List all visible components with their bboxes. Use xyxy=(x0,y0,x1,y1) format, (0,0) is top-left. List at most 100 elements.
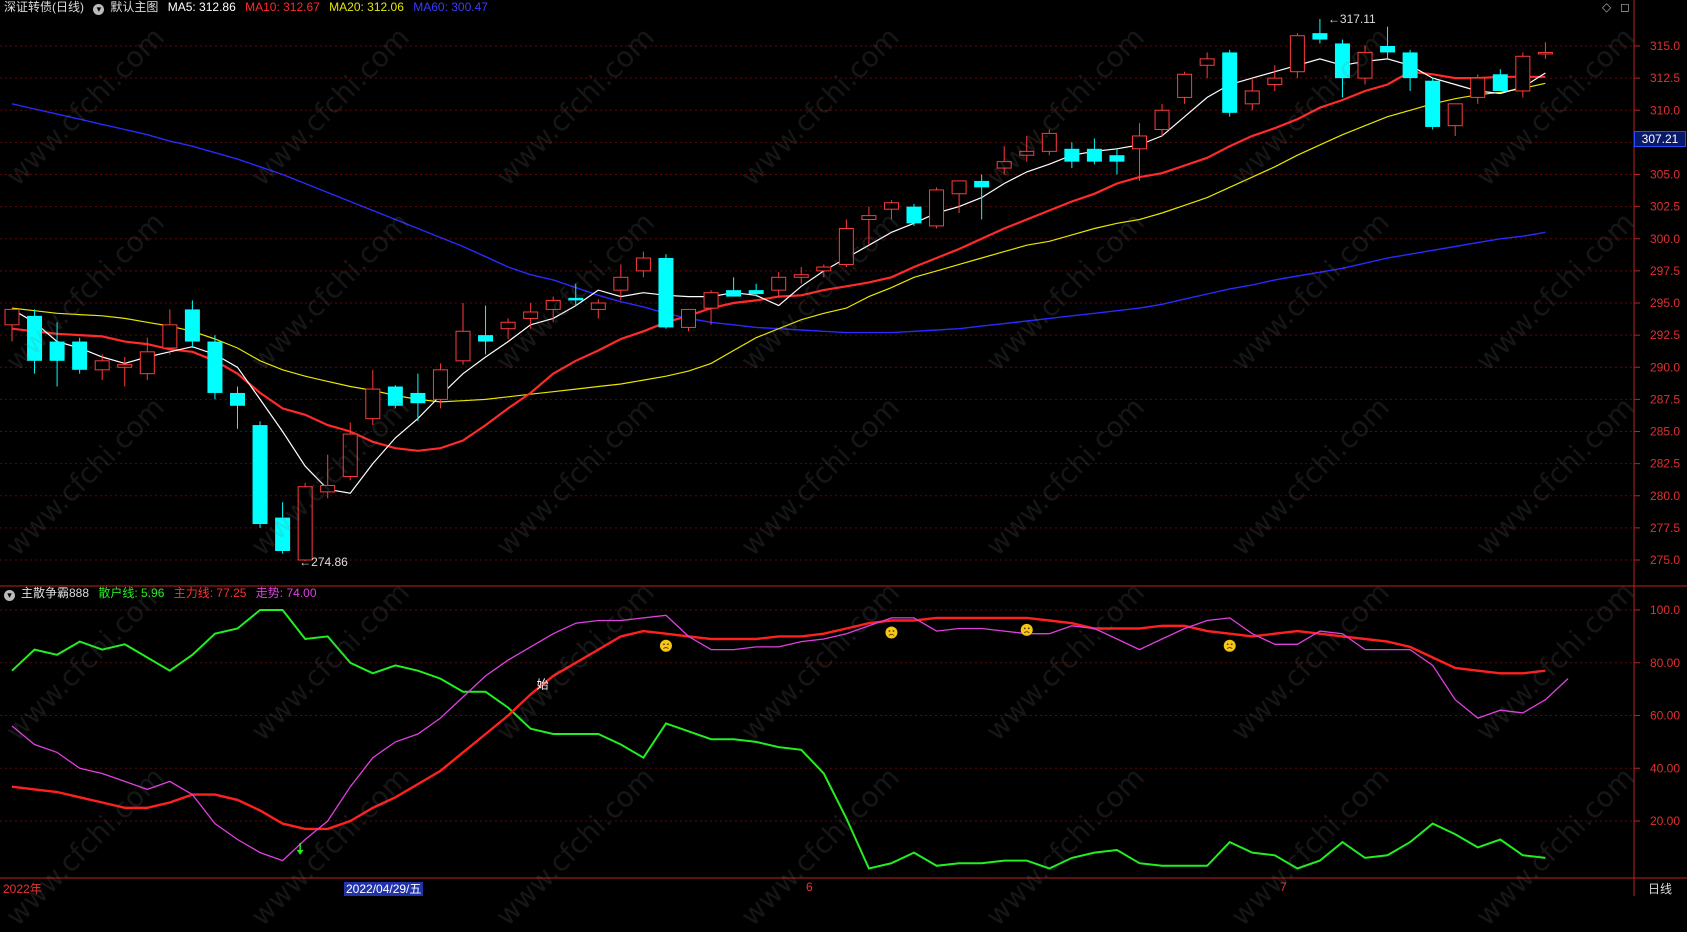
candle xyxy=(49,322,65,387)
candle-body xyxy=(681,308,696,328)
candle-body xyxy=(72,341,88,370)
candle xyxy=(1086,138,1102,165)
candle-body xyxy=(1019,150,1035,156)
candle xyxy=(1380,26,1396,59)
candle-body xyxy=(951,180,967,195)
retail-label: 散户线: 5.96 xyxy=(98,586,165,600)
candle-body xyxy=(883,202,899,210)
candle xyxy=(1154,103,1170,136)
candle xyxy=(1244,78,1260,111)
candle xyxy=(748,283,764,297)
candle-body xyxy=(139,351,155,375)
candle-body xyxy=(230,392,245,406)
sad-face-eye xyxy=(663,643,665,646)
candle-body xyxy=(590,302,606,310)
candle xyxy=(500,318,516,339)
trend-label: 走势: 74.00 xyxy=(255,586,317,600)
candle-body xyxy=(906,206,922,224)
sad-face-icon xyxy=(659,639,672,652)
candle-body xyxy=(297,486,313,561)
candle xyxy=(568,283,584,306)
price-tick-label: 305.0 xyxy=(1650,168,1680,182)
kline-chart[interactable]: ←317.11←274.86始 315.0312.5310.0307.5305.… xyxy=(0,0,1687,896)
candle xyxy=(1515,52,1531,98)
indicator-title[interactable]: 主散争霸888 xyxy=(21,586,90,600)
candle xyxy=(320,454,336,499)
candle xyxy=(184,300,200,348)
price-tick-label: 315.0 xyxy=(1650,39,1680,53)
candle-body xyxy=(455,330,471,362)
candle-body xyxy=(1199,58,1215,66)
candle-body xyxy=(117,364,133,368)
sad-face-mouth xyxy=(1226,647,1233,650)
low-price-label: ←274.86 xyxy=(299,555,348,569)
candle xyxy=(252,421,268,528)
candle xyxy=(478,305,494,355)
sad-face-icon xyxy=(1223,639,1236,652)
sad-face-icon xyxy=(1020,623,1033,636)
candle-body xyxy=(545,299,561,310)
sad-face-eye xyxy=(1027,627,1030,630)
candle-body xyxy=(432,369,448,400)
candle-body xyxy=(1244,90,1260,105)
candle xyxy=(1357,46,1373,85)
sad-face-eye xyxy=(1226,643,1229,646)
candle-body xyxy=(1515,55,1531,92)
candle xyxy=(1425,78,1441,130)
candle-body xyxy=(1425,80,1441,127)
main-force-line xyxy=(11,616,1546,831)
buy-arrow-icon xyxy=(296,842,304,855)
candle xyxy=(72,337,88,374)
candle-body xyxy=(793,274,809,278)
mode-label[interactable]: 默认主图 xyxy=(110,0,159,14)
candle-body xyxy=(27,315,43,361)
sad-face-circle xyxy=(1020,623,1033,636)
dropdown-icon[interactable]: ▾ xyxy=(4,590,15,601)
candle-body xyxy=(1222,52,1238,113)
candle xyxy=(613,264,629,301)
candle xyxy=(523,303,539,329)
candle xyxy=(929,187,945,229)
candle xyxy=(27,309,43,374)
candle-body xyxy=(184,309,200,342)
candle xyxy=(432,363,448,409)
period-label[interactable]: 日线 xyxy=(1648,882,1673,896)
candle xyxy=(94,354,110,381)
candle xyxy=(703,290,719,325)
candle xyxy=(455,303,471,365)
candle-body xyxy=(635,257,651,272)
candle-body xyxy=(365,388,381,420)
dropdown-icon[interactable]: ▾ xyxy=(93,4,105,15)
candle xyxy=(275,502,291,554)
candle xyxy=(635,251,651,278)
price-tick-label: 275.0 xyxy=(1650,553,1680,567)
candle-body xyxy=(1492,74,1508,91)
candle xyxy=(996,146,1012,175)
candle xyxy=(1334,39,1350,98)
candle xyxy=(117,356,133,387)
candle-body xyxy=(568,297,584,301)
candle xyxy=(1222,49,1238,117)
candle-body xyxy=(726,290,742,297)
candle-body xyxy=(1402,52,1418,79)
date-label-june: 6 xyxy=(806,880,813,894)
candle xyxy=(1199,52,1215,79)
ma5-label: MA5: 312.86 xyxy=(167,0,236,14)
candle xyxy=(1537,42,1553,59)
candle-body xyxy=(320,484,336,493)
candle-body xyxy=(974,180,990,188)
sad-face-mouth xyxy=(888,633,895,636)
candle-body xyxy=(500,321,516,330)
price-tick-label: 312.5 xyxy=(1650,71,1680,85)
candle xyxy=(681,308,696,332)
candle xyxy=(1267,65,1283,91)
candle-body xyxy=(1357,51,1373,79)
candle xyxy=(4,308,20,342)
price-tick-label: 285.0 xyxy=(1650,425,1680,439)
candle-body xyxy=(1109,155,1125,162)
candle xyxy=(861,206,877,246)
high-price-label: ←317.11 xyxy=(1328,12,1376,26)
settings-icon[interactable]: ◻ xyxy=(1620,0,1630,14)
candle-body xyxy=(1334,43,1350,79)
diamond-icon[interactable]: ◇ xyxy=(1602,0,1612,14)
